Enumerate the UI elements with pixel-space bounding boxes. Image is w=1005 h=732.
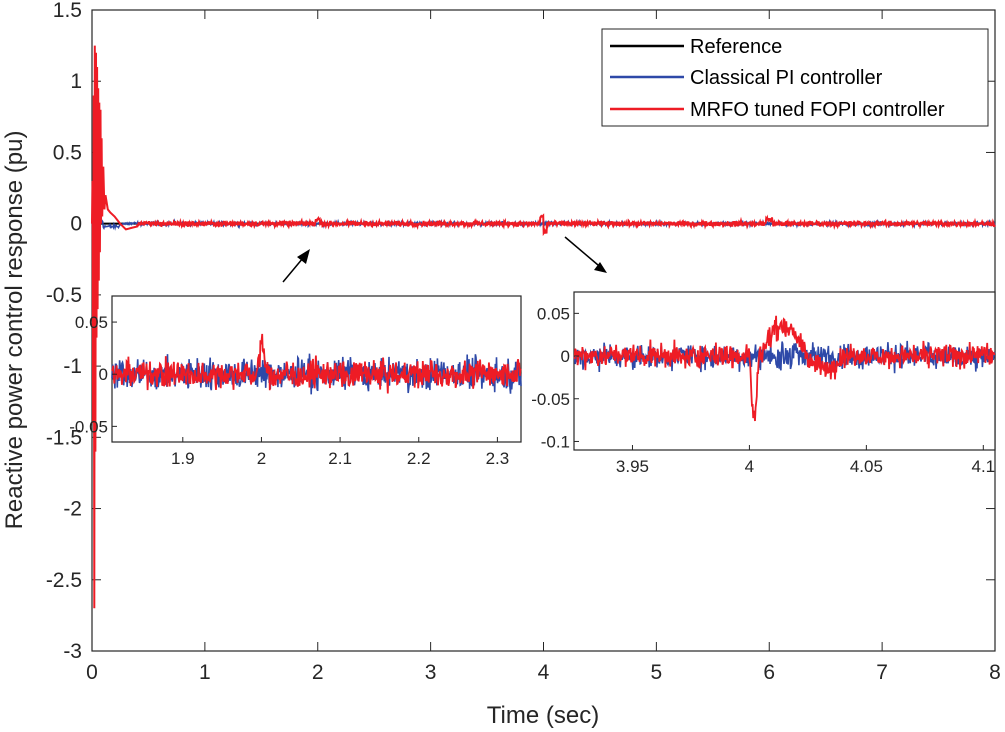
x-tick-label: 6 [763,661,775,684]
inset-2-y-tick-label: -0.05 [531,390,570,409]
y-tick-label: -1.5 [46,426,82,449]
inset-2-series [573,315,996,422]
inset-2-y-tick-label: 0.05 [537,304,570,323]
y-tick-label: -2 [63,498,82,521]
inset-1-x-tick-label: 2.2 [407,449,431,468]
inset-1-series [111,333,522,395]
y-axis-ticks: 1.5 1 0.5 0 -0.5 -1 -1.5 -2 -2.5 -3 [46,0,995,663]
y-tick-label: -0.5 [46,284,82,307]
inset-2-x-tick-label: 3.95 [616,457,649,476]
main-series-group [91,45,996,609]
arrow-to-inset-1 [282,249,310,283]
y-axis-label: Reactive power control response (pu) [1,131,28,530]
inset-1-x-tick-label: 1.9 [171,449,195,468]
inset-1-x-tick-label: 2.1 [328,449,352,468]
legend-label-reference: Reference [690,36,782,58]
x-tick-label: 0 [86,661,98,684]
legend-label-classical-pi: Classical PI controller [690,67,883,89]
legend: Reference Classical PI controller MRFO t… [601,28,989,127]
x-tick-label: 1 [199,661,211,684]
y-tick-label: 0 [70,213,82,236]
series-mrfo-fopi [91,45,996,609]
x-axis-label: Time (sec) [487,702,599,729]
inset-2-series-mrfo-fopi [573,315,996,422]
arrow-to-inset-2 [564,236,607,273]
y-tick-label: 1.5 [53,0,82,22]
inset-1-ticks: 1.9 2 2.1 2.2 2.3 0.05 0 -0.05 [69,313,509,468]
y-tick-label: -2.5 [46,569,82,592]
inset-1: 1.9 2 2.1 2.2 2.3 0.05 0 -0.05 [69,295,522,468]
x-tick-label: 7 [876,661,888,684]
y-tick-label: 0.5 [53,141,82,164]
x-tick-label: 2 [312,661,324,684]
inset-2-x-tick-label: 4.1 [971,457,995,476]
x-tick-label: 8 [989,661,1001,684]
x-tick-label: 3 [425,661,437,684]
x-tick-label: 4 [538,661,550,684]
y-tick-label: 1 [70,70,82,93]
inset-1-series-mrfo-fopi [111,333,522,394]
x-tick-label: 5 [651,661,663,684]
inset-1-x-tick-label: 2.3 [486,449,510,468]
x-axis-ticks: 0 1 2 3 4 5 6 7 8 [86,10,1001,684]
y-tick-label: -1 [63,355,82,378]
inset-2-x-tick-label: 4.05 [850,457,883,476]
inset-2-y-tick-label: -0.1 [541,432,570,451]
inset-2-x-tick-label: 4 [745,457,754,476]
inset-1-y-tick-label: 0.05 [75,313,108,332]
inset-2-ticks: 3.95 4 4.05 4.1 0.05 0 -0.05 -0.1 [531,304,995,476]
y-tick-label: -3 [63,640,82,663]
inset-1-x-tick-label: 2 [257,449,266,468]
inset-1-y-tick-label: 0 [99,365,108,384]
inset-1-y-tick-label: -0.05 [69,417,108,436]
legend-label-mrfo-fopi: MRFO tuned FOPI controller [690,99,945,121]
inset-2-y-tick-label: 0 [561,347,570,366]
inset-2: 3.95 4 4.05 4.1 0.05 0 -0.05 -0.1 [531,291,996,476]
